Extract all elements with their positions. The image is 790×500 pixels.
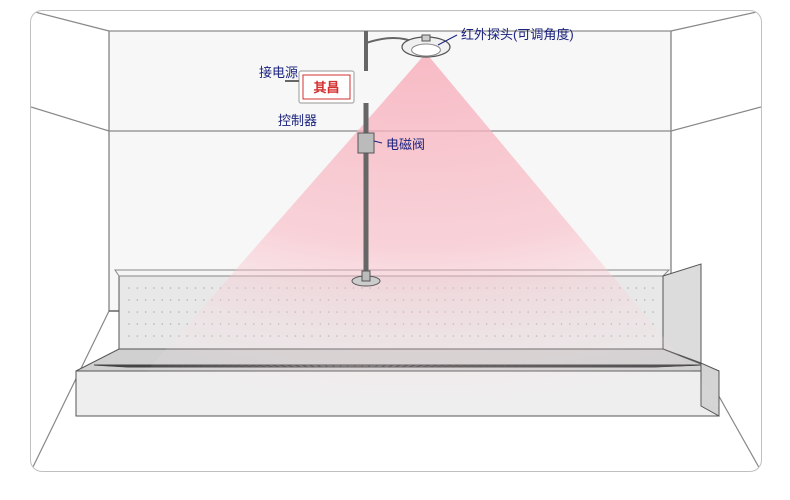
label-controller: 控制器 xyxy=(278,113,317,128)
label-valve: 电磁阀 xyxy=(386,137,425,152)
label-power: 接电源 xyxy=(259,65,298,80)
scene-svg: 其昌 红外探头(可调角度) 接电源控制器电磁阀 xyxy=(31,11,761,471)
brand-label: 其昌 xyxy=(313,80,339,95)
diagram-frame: 其昌 红外探头(可调角度) 接电源控制器电磁阀 xyxy=(30,10,762,472)
label-sensor: 红外探头(可调角度) xyxy=(461,27,574,42)
diagram-container: 其昌 红外探头(可调角度) 接电源控制器电磁阀 xyxy=(0,0,790,500)
